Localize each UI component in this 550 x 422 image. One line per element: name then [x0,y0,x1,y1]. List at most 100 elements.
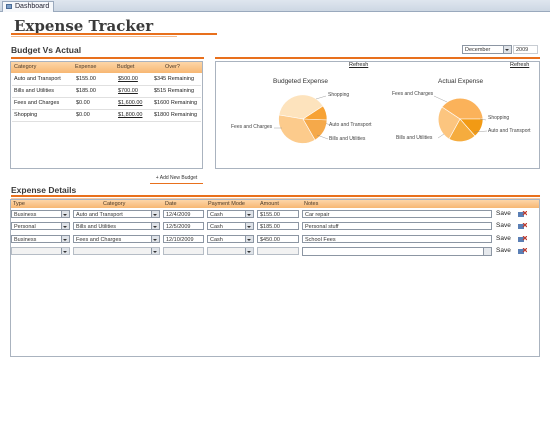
chevron-down-icon[interactable] [245,236,253,242]
budgeted-label-fees: Fees and Charges [231,124,273,130]
category-select[interactable] [73,247,160,255]
budget-category: Shopping [14,112,38,118]
budget-section-title: Budget Vs Actual [11,45,82,55]
payment-mode-select[interactable]: Cash [207,222,254,230]
actual-label-shopping: Shopping [488,115,510,121]
category-select[interactable]: Auto and Transport [73,210,160,218]
budget-expense: $0.00 [76,100,90,106]
chevron-down-icon[interactable] [151,211,159,217]
payment-mode-select[interactable]: Cash [207,235,254,243]
category-value: Bills and Utilities [76,224,117,230]
amount-field[interactable]: $185.00 [257,222,299,230]
category-value: Fees and Charges [76,237,122,243]
year-field[interactable]: 2009 [513,45,538,54]
title-underline-light [11,36,177,37]
budget-amount-link[interactable]: $500.00 [118,76,138,82]
details-section-rule-light [11,198,540,199]
actual-label-fees: Fees and Charges [392,91,434,97]
chevron-down-icon[interactable] [61,248,69,254]
budget-amount-link[interactable]: $1,600.00 [118,100,143,106]
budget-expense: $185.00 [76,88,96,94]
budget-amount-link[interactable]: $1,800.00 [118,112,143,118]
details-col-notes: Notes [304,201,319,207]
delete-record-icon[interactable] [518,223,527,229]
type-value: Business [14,212,37,218]
month-select[interactable]: December [462,45,512,54]
notes-scrollbar[interactable] [483,248,491,255]
chevron-down-icon[interactable] [503,46,511,53]
budget-over: $1800 Remaining [154,112,198,118]
charts-section-rule [215,57,540,59]
title-underline [11,33,217,35]
delete-record-icon[interactable] [518,248,527,254]
delete-record-icon[interactable] [518,236,527,242]
budget-category: Fees and Charges [14,100,60,106]
type-value: Business [14,237,37,243]
save-button[interactable]: Save [496,247,511,254]
budget-col-expense: Expense [75,64,97,70]
payment-mode-select[interactable] [207,247,254,255]
notes-field[interactable]: Car repair [302,210,492,218]
details-col-date: Date [165,201,177,207]
details-col-category: Category [103,201,126,207]
chevron-down-icon[interactable] [61,236,69,242]
date-field[interactable]: 12/4/2009 [163,210,204,218]
add-new-budget-button[interactable]: + Add New Budget [150,174,203,184]
category-select[interactable]: Fees and Charges [73,235,160,243]
type-select[interactable]: Business [11,210,70,218]
table-row[interactable]: Bills and Utilities $185.00 $700.00 $515… [12,86,201,98]
budgeted-label-auto: Auto and Transport [329,122,372,128]
notes-field[interactable]: School Fees [302,235,492,243]
notes-field[interactable] [302,247,492,256]
amount-field[interactable] [257,247,299,255]
date-field[interactable]: 12/5/2009 [163,222,204,230]
type-select[interactable]: Personal [11,222,70,230]
table-row[interactable]: Shopping $0.00 $1,800.00 $1800 Remaining [12,110,201,122]
table-row[interactable]: Fees and Charges $0.00 $1,600.00 $1600 R… [12,98,201,110]
budgeted-chart-title: Budgeted Expense [273,78,328,85]
refresh-budgeted-link[interactable]: Refresh [349,62,369,68]
chevron-down-icon[interactable] [245,211,253,217]
date-field[interactable]: 12/10/2009 [163,235,204,243]
save-button[interactable]: Save [496,222,511,229]
payment-mode-value: Cash [210,224,223,230]
details-table-header: Type Category Date Payment Mode Amount N… [11,200,539,208]
notes-field[interactable]: Personal stuff [302,222,492,230]
page-title: Expense Tracker [14,17,154,35]
tab-dashboard[interactable]: Dashboard [2,1,55,12]
budget-expense: $0.00 [76,112,90,118]
save-button[interactable]: Save [496,210,511,217]
category-select[interactable]: Bills and Utilities [73,222,160,230]
month-select-value: December [465,47,491,53]
amount-field[interactable]: $450.00 [257,235,299,243]
chevron-down-icon[interactable] [61,211,69,217]
date-field[interactable] [163,247,204,255]
type-select[interactable]: Business [11,235,70,243]
type-select[interactable] [11,247,70,255]
chevron-down-icon[interactable] [151,236,159,242]
chevron-down-icon[interactable] [245,223,253,229]
delete-record-icon[interactable] [518,211,527,217]
budget-expense: $155.00 [76,76,96,82]
chevron-down-icon[interactable] [61,223,69,229]
save-button[interactable]: Save [496,235,511,242]
actual-label-bills: Bills and Utilities [396,135,433,141]
table-row[interactable]: Auto and Transport $155.00 $500.00 $345 … [12,74,201,86]
charts-panel: Refresh Refresh Budgeted Expense Actual … [215,61,540,169]
amount-field[interactable]: $155.00 [257,210,299,218]
chevron-down-icon[interactable] [245,248,253,254]
chevron-down-icon[interactable] [151,223,159,229]
budget-table: Category Expense Budget Over? Auto and T… [10,61,203,169]
actual-chart-title: Actual Expense [438,78,484,85]
pie-charts [274,94,488,144]
budget-over: $345 Remaining [154,76,195,82]
details-col-payment-mode: Payment Mode [208,201,245,207]
payment-mode-select[interactable]: Cash [207,210,254,218]
payment-mode-value: Cash [210,237,223,243]
details-section-rule [11,195,540,197]
refresh-actual-link[interactable]: Refresh [510,62,530,68]
budget-col-budget: Budget [117,64,135,70]
budget-amount-link[interactable]: $700.00 [118,88,138,94]
budget-col-over: Over? [165,64,180,70]
chevron-down-icon[interactable] [151,248,159,254]
